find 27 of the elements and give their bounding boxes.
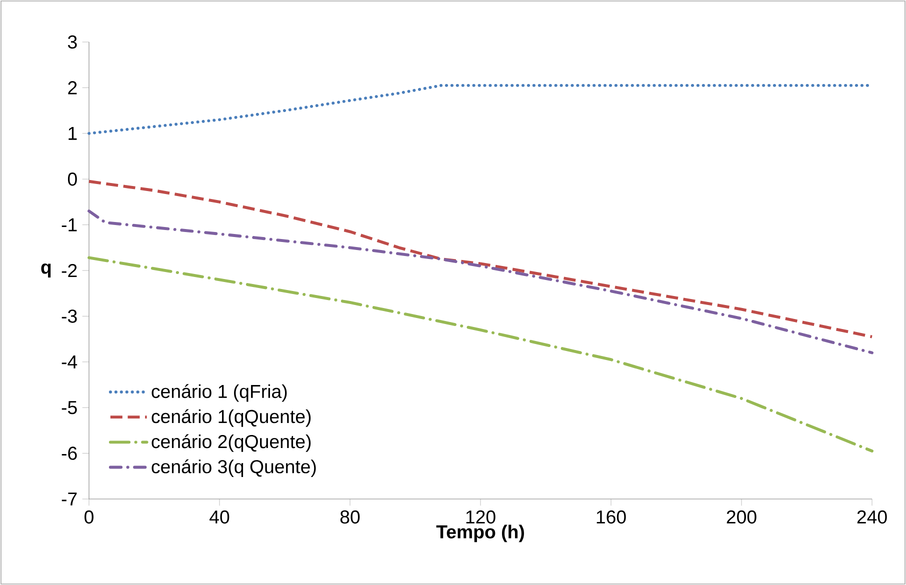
x-tick-label: 120 [466, 510, 496, 524]
line-series [88, 210, 874, 354]
y-axis-title: q [41, 264, 51, 278]
x-tick-label: 80 [340, 510, 360, 524]
y-tick-label: -5 [62, 401, 77, 414]
y-tick-label: -2 [62, 264, 77, 278]
y-tick-label: 2 [68, 81, 77, 94]
y-tick-label: -3 [62, 310, 77, 323]
y-tick-label: 3 [68, 35, 77, 49]
x-tick-label: 160 [596, 510, 626, 524]
y-tick-label: -4 [62, 355, 78, 368]
line-series [88, 256, 874, 452]
y-tick-label: -6 [62, 446, 77, 460]
x-tick-label: 0 [84, 510, 94, 524]
x-axis-title: Tempo (h) [436, 524, 524, 542]
y-tick-label: 0 [68, 172, 77, 186]
legend-label: cenário 1(qQuente) [152, 409, 311, 427]
legend-label: cenário 3(q Quente) [152, 459, 316, 477]
y-tick-label: 1 [68, 126, 77, 140]
y-tick-label: -1 [62, 218, 77, 232]
legend-label: cenário 1 (qFria) [152, 384, 287, 402]
line-series [88, 180, 874, 338]
x-tick-label: 200 [726, 510, 756, 524]
legend-label: cenário 2(qQuente) [152, 434, 311, 452]
x-tick-label: 40 [210, 510, 230, 524]
x-tick-label: 240 [857, 510, 887, 524]
y-tick-label: -7 [62, 492, 77, 506]
